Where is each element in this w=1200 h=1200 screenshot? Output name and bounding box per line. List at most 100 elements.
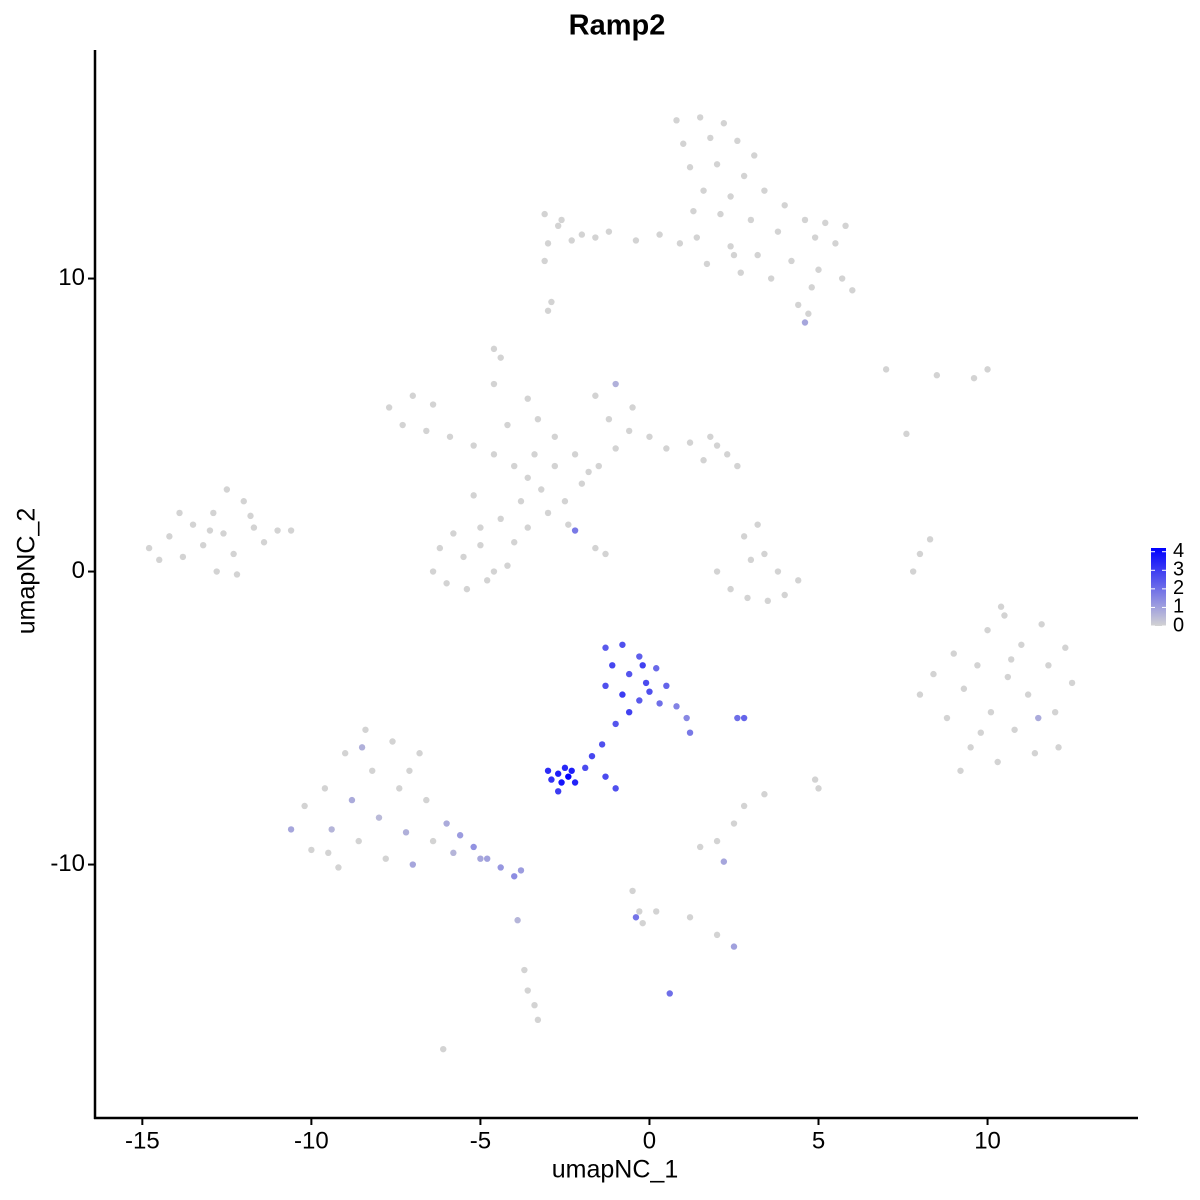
cell-point bbox=[727, 193, 734, 200]
cell-point bbox=[321, 785, 329, 792]
cell-point bbox=[456, 832, 464, 839]
cell-point bbox=[646, 688, 653, 695]
cell-point bbox=[199, 541, 207, 549]
cell-point bbox=[443, 580, 450, 587]
cell-point bbox=[713, 837, 721, 845]
cell-point bbox=[490, 345, 498, 353]
cell-point bbox=[713, 442, 721, 449]
cell-point bbox=[680, 140, 687, 147]
cell-point bbox=[1001, 612, 1008, 619]
cell-point bbox=[541, 210, 548, 218]
cell-point bbox=[933, 372, 941, 379]
cell-point bbox=[1038, 621, 1045, 628]
cell-point bbox=[511, 539, 518, 546]
cell-point bbox=[747, 556, 755, 564]
x-tick-label: 10 bbox=[974, 1127, 1001, 1154]
cell-point bbox=[984, 366, 991, 373]
x-tick-label: 0 bbox=[643, 1127, 656, 1154]
cell-point bbox=[551, 433, 558, 440]
cell-point bbox=[450, 849, 457, 857]
cell-point bbox=[375, 814, 383, 821]
cell-point bbox=[774, 568, 782, 575]
cell-point bbox=[561, 498, 569, 505]
cell-point bbox=[781, 202, 788, 209]
cell-point bbox=[744, 594, 751, 602]
cell-point bbox=[429, 401, 437, 408]
cell-point bbox=[210, 509, 217, 517]
cell-point bbox=[703, 260, 711, 268]
cell-point bbox=[805, 310, 812, 317]
cell-point bbox=[788, 257, 795, 265]
cell-point bbox=[561, 764, 569, 772]
cell-point bbox=[740, 533, 748, 540]
cell-point bbox=[974, 662, 981, 669]
cell-point bbox=[250, 524, 258, 531]
cell-point bbox=[578, 231, 586, 238]
cell-point bbox=[740, 802, 748, 810]
cell-point bbox=[730, 251, 738, 259]
cell-point bbox=[882, 366, 890, 373]
cell-point bbox=[355, 837, 362, 845]
colorbar bbox=[1151, 548, 1166, 626]
cell-point bbox=[967, 744, 974, 751]
cell-point bbox=[747, 216, 755, 224]
cell-point bbox=[707, 134, 714, 142]
cell-point bbox=[565, 773, 572, 780]
cell-point bbox=[609, 662, 616, 669]
cell-point bbox=[548, 776, 555, 783]
cell-point bbox=[531, 451, 538, 458]
cell-point bbox=[815, 785, 822, 792]
cell-point bbox=[598, 741, 606, 748]
cell-point bbox=[328, 826, 335, 833]
cell-point bbox=[761, 550, 768, 558]
cell-point bbox=[663, 445, 670, 452]
cell-point bbox=[369, 767, 376, 774]
cell-point bbox=[325, 849, 332, 857]
cell-point bbox=[592, 392, 599, 399]
y-axis-label: umapNC_2 bbox=[13, 508, 41, 634]
cell-point bbox=[541, 257, 548, 265]
cell-point bbox=[842, 222, 849, 230]
cell-point bbox=[764, 597, 771, 605]
cell-point bbox=[233, 571, 241, 578]
cell-point bbox=[341, 750, 349, 757]
cell-point bbox=[538, 486, 545, 493]
cell-point bbox=[582, 764, 589, 772]
cell-point bbox=[795, 301, 802, 309]
cell-point bbox=[1011, 726, 1018, 733]
cell-point bbox=[440, 1045, 447, 1053]
x-tick-label: 5 bbox=[812, 1127, 825, 1154]
cell-point bbox=[957, 767, 964, 774]
cell-point bbox=[653, 665, 660, 672]
colorbar-label: 0 bbox=[1173, 614, 1184, 636]
colorbar-label: 4 bbox=[1173, 540, 1184, 562]
cell-point bbox=[223, 486, 231, 493]
cell-point bbox=[619, 641, 626, 648]
cell-point bbox=[734, 714, 741, 722]
cell-point bbox=[926, 536, 934, 543]
cell-point bbox=[588, 752, 596, 760]
cell-point bbox=[811, 234, 819, 241]
cell-point bbox=[808, 284, 815, 291]
cell-point bbox=[632, 914, 640, 921]
cell-point bbox=[943, 714, 951, 722]
cell-point bbox=[605, 228, 613, 235]
cell-point bbox=[429, 568, 437, 575]
cell-point bbox=[1004, 673, 1012, 681]
cell-point bbox=[970, 374, 978, 382]
cell-point bbox=[713, 568, 721, 575]
cell-point bbox=[571, 451, 579, 458]
cell-point bbox=[213, 568, 220, 575]
cell-point bbox=[724, 451, 731, 458]
cell-point bbox=[849, 287, 856, 294]
cell-point bbox=[301, 802, 308, 810]
cell-point bbox=[997, 603, 1005, 610]
cell-point bbox=[612, 445, 619, 452]
cell-point bbox=[156, 556, 163, 564]
cell-point bbox=[568, 767, 575, 774]
cell-point bbox=[189, 521, 197, 528]
cell-point bbox=[683, 714, 690, 722]
cell-point bbox=[335, 864, 342, 871]
cell-point bbox=[751, 152, 758, 159]
cell-point bbox=[1068, 679, 1076, 687]
